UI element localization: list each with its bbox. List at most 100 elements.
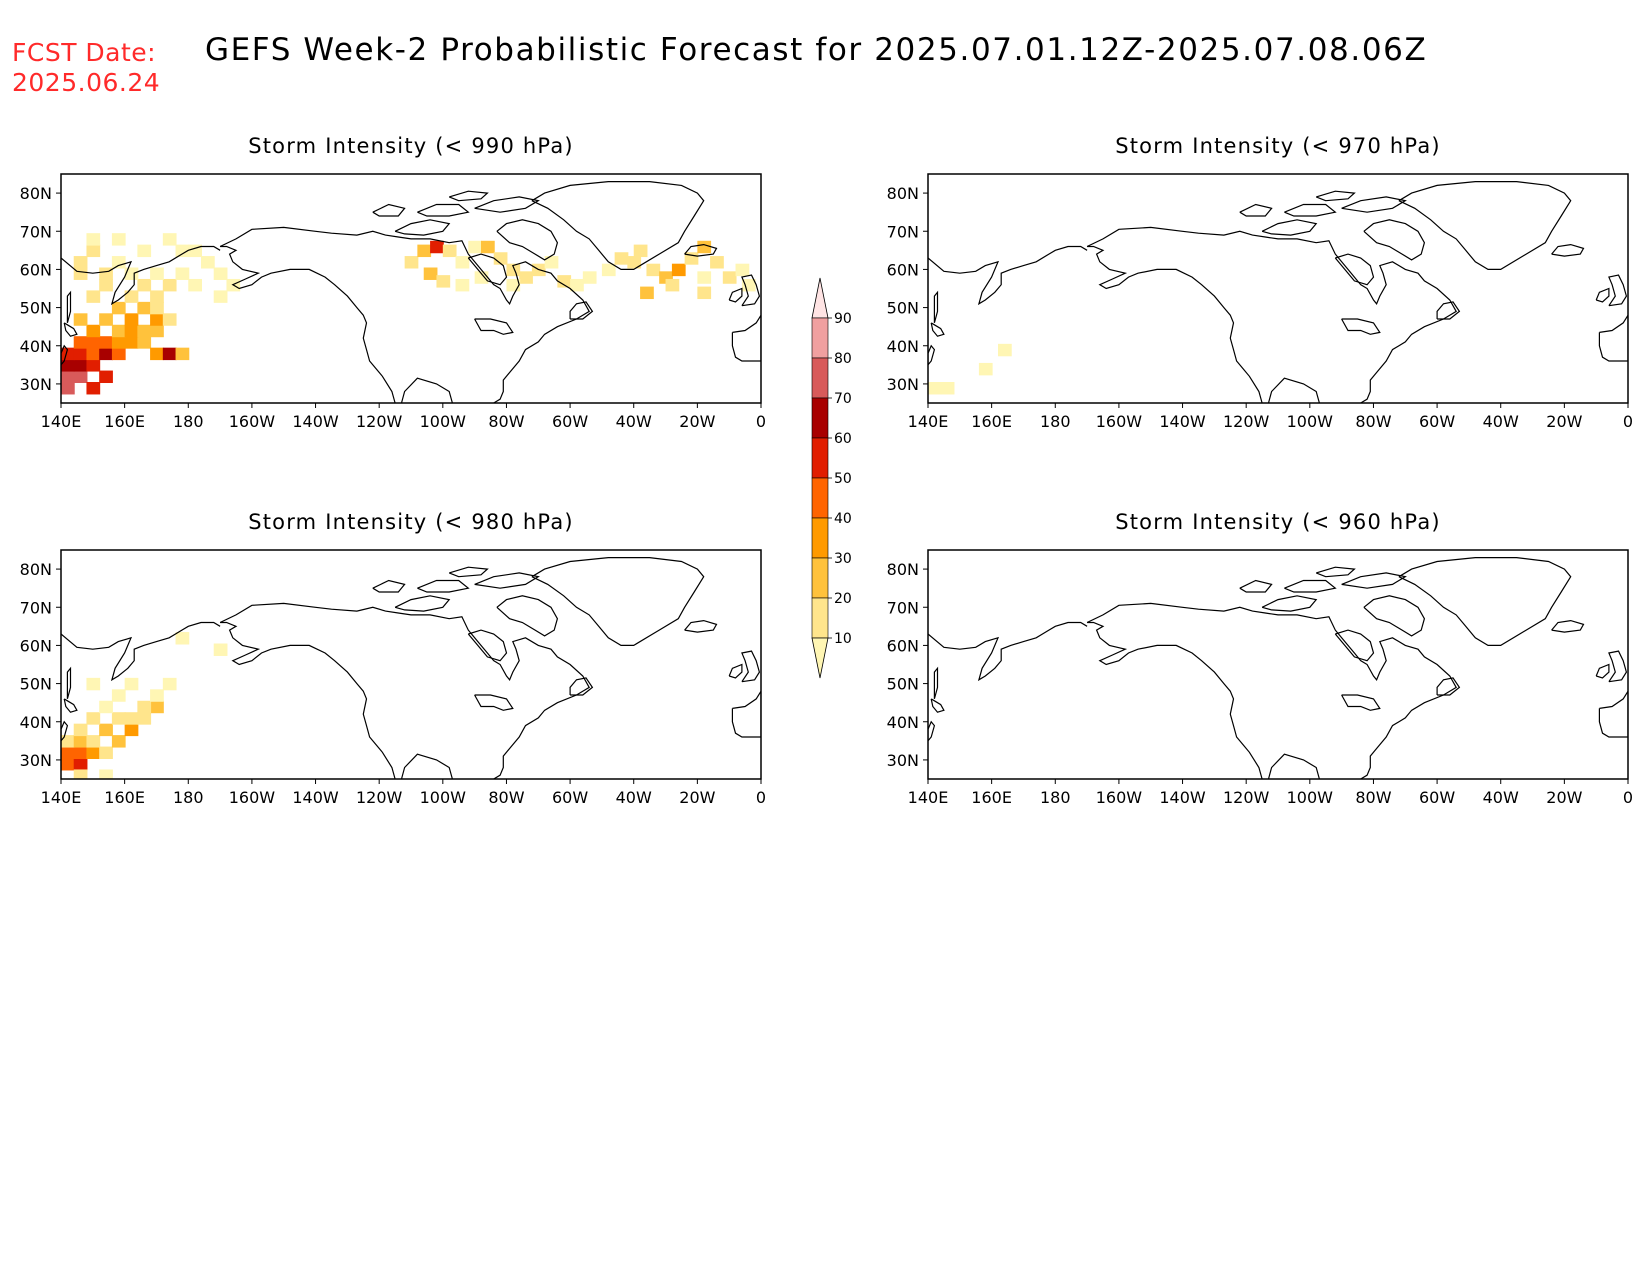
panel-title: Storm Intensity (< 970 hPa) <box>1115 134 1441 158</box>
probability-cell <box>111 735 126 748</box>
probability-cell <box>175 267 190 280</box>
probability-cell <box>640 286 654 300</box>
probability-cell <box>998 343 1012 357</box>
coastline <box>1261 595 1318 612</box>
lon-tick-label: 160E <box>104 412 145 431</box>
coastline <box>1363 219 1426 261</box>
lat-tick-label: 50N <box>887 299 919 318</box>
forecast-date-block: FCST Date: 2025.06.24 <box>12 38 160 98</box>
probability-cell <box>73 746 88 760</box>
probability-cell <box>150 324 164 338</box>
coastline <box>372 579 406 593</box>
coastline <box>1608 274 1628 307</box>
probability-cell <box>582 271 597 284</box>
probability-cell <box>697 286 712 300</box>
probability-cell <box>73 769 88 779</box>
probability-cell <box>442 244 457 258</box>
probability-cell <box>162 278 177 292</box>
probability-cell <box>697 240 712 254</box>
coastline <box>1398 557 1572 646</box>
lon-tick-label: 120W <box>356 412 403 431</box>
probability-cell <box>137 301 152 315</box>
lon-tick-label: 100W <box>1287 788 1334 807</box>
lon-tick-label: 60W <box>552 412 588 431</box>
lat-tick-label: 30N <box>887 375 919 394</box>
probability-cell <box>99 313 113 326</box>
probability-cell <box>137 324 152 338</box>
colorbar-label: 10 <box>834 631 852 647</box>
lon-tick-label: 160E <box>971 788 1012 807</box>
coastline <box>1363 595 1426 637</box>
probability-cell <box>99 700 113 714</box>
probability-cell <box>404 256 419 269</box>
probability-cell <box>61 746 75 760</box>
probability-cell <box>137 244 152 258</box>
probability-cell <box>111 689 126 702</box>
probability-cell <box>86 382 101 395</box>
colorbar-swatch <box>811 437 829 479</box>
lon-tick-label: 80W <box>488 412 524 431</box>
coastline <box>417 579 470 593</box>
forecast-date-value: 2025.06.24 <box>12 68 161 97</box>
coastline <box>448 566 489 578</box>
probability-cell <box>61 382 75 395</box>
map-panel-970: Storm Intensity (< 970 hPa) 80N 70N 60N 50N 4… <box>887 134 1633 431</box>
probability-cell <box>86 712 101 725</box>
coastline <box>63 698 78 713</box>
probability-cell <box>150 290 164 303</box>
lon-tick-label: 40W <box>1483 788 1519 807</box>
probability-cell <box>213 643 228 656</box>
lon-tick-label: 20W <box>679 412 715 431</box>
coastline <box>1284 579 1337 593</box>
colorbar-label: 90 <box>834 311 852 327</box>
colorbar-label: 30 <box>834 551 852 567</box>
panel-title: Storm Intensity (< 980 hPa) <box>248 510 574 534</box>
map-panel-960: Storm Intensity (< 960 hPa) 80N 70N 60N 50N 4… <box>887 510 1633 807</box>
coastline <box>496 595 559 637</box>
coastline <box>1608 650 1628 683</box>
probability-cell <box>124 677 139 691</box>
probability-cell <box>455 256 470 269</box>
coastline <box>400 377 453 403</box>
colorbar-label: 70 <box>834 391 852 407</box>
probability-cell <box>175 347 190 361</box>
probability-cell <box>940 382 955 395</box>
lat-tick-label: 40N <box>20 337 52 356</box>
figure-title: GEFS Week-2 Probabilistic Forecast for 2… <box>205 32 1428 68</box>
probability-cell <box>73 735 88 748</box>
probability-cell <box>86 336 101 349</box>
coastline <box>1341 196 1407 213</box>
probability-cell <box>570 278 584 292</box>
probability-cell <box>86 735 101 748</box>
probability-cell <box>124 267 139 280</box>
coastline <box>474 572 540 589</box>
map-frame <box>927 173 1629 404</box>
coastline <box>933 290 939 324</box>
lon-tick-label: 20W <box>1546 788 1582 807</box>
probability-cell <box>468 240 482 254</box>
map-panel-980: Storm Intensity (< 980 hPa) 80N 70N 60N 50N 4… <box>20 510 766 807</box>
probability-cell <box>633 244 648 258</box>
coastline <box>1341 572 1407 589</box>
lon-tick-label: 100W <box>1287 412 1334 431</box>
lat-tick-label: 80N <box>20 184 52 203</box>
coastline <box>467 629 508 662</box>
coastline <box>66 666 72 700</box>
lon-tick-label: 0 <box>1623 412 1633 431</box>
probability-cell <box>73 313 88 326</box>
coastlines <box>928 181 1628 403</box>
coastline <box>394 595 451 612</box>
lon-tick-label: 0 <box>756 412 766 431</box>
probability-cell <box>86 324 101 338</box>
probability-cell <box>73 359 88 372</box>
coastline <box>1086 602 1458 779</box>
coastline <box>61 720 69 742</box>
coastline <box>928 720 936 742</box>
lon-tick-label: 120W <box>1223 412 1270 431</box>
coastline <box>1398 181 1572 270</box>
probability-cell <box>124 336 139 349</box>
great-lakes <box>1341 318 1381 335</box>
probability-cell <box>519 271 533 284</box>
probability-cell <box>99 723 113 737</box>
coastline <box>219 226 591 403</box>
